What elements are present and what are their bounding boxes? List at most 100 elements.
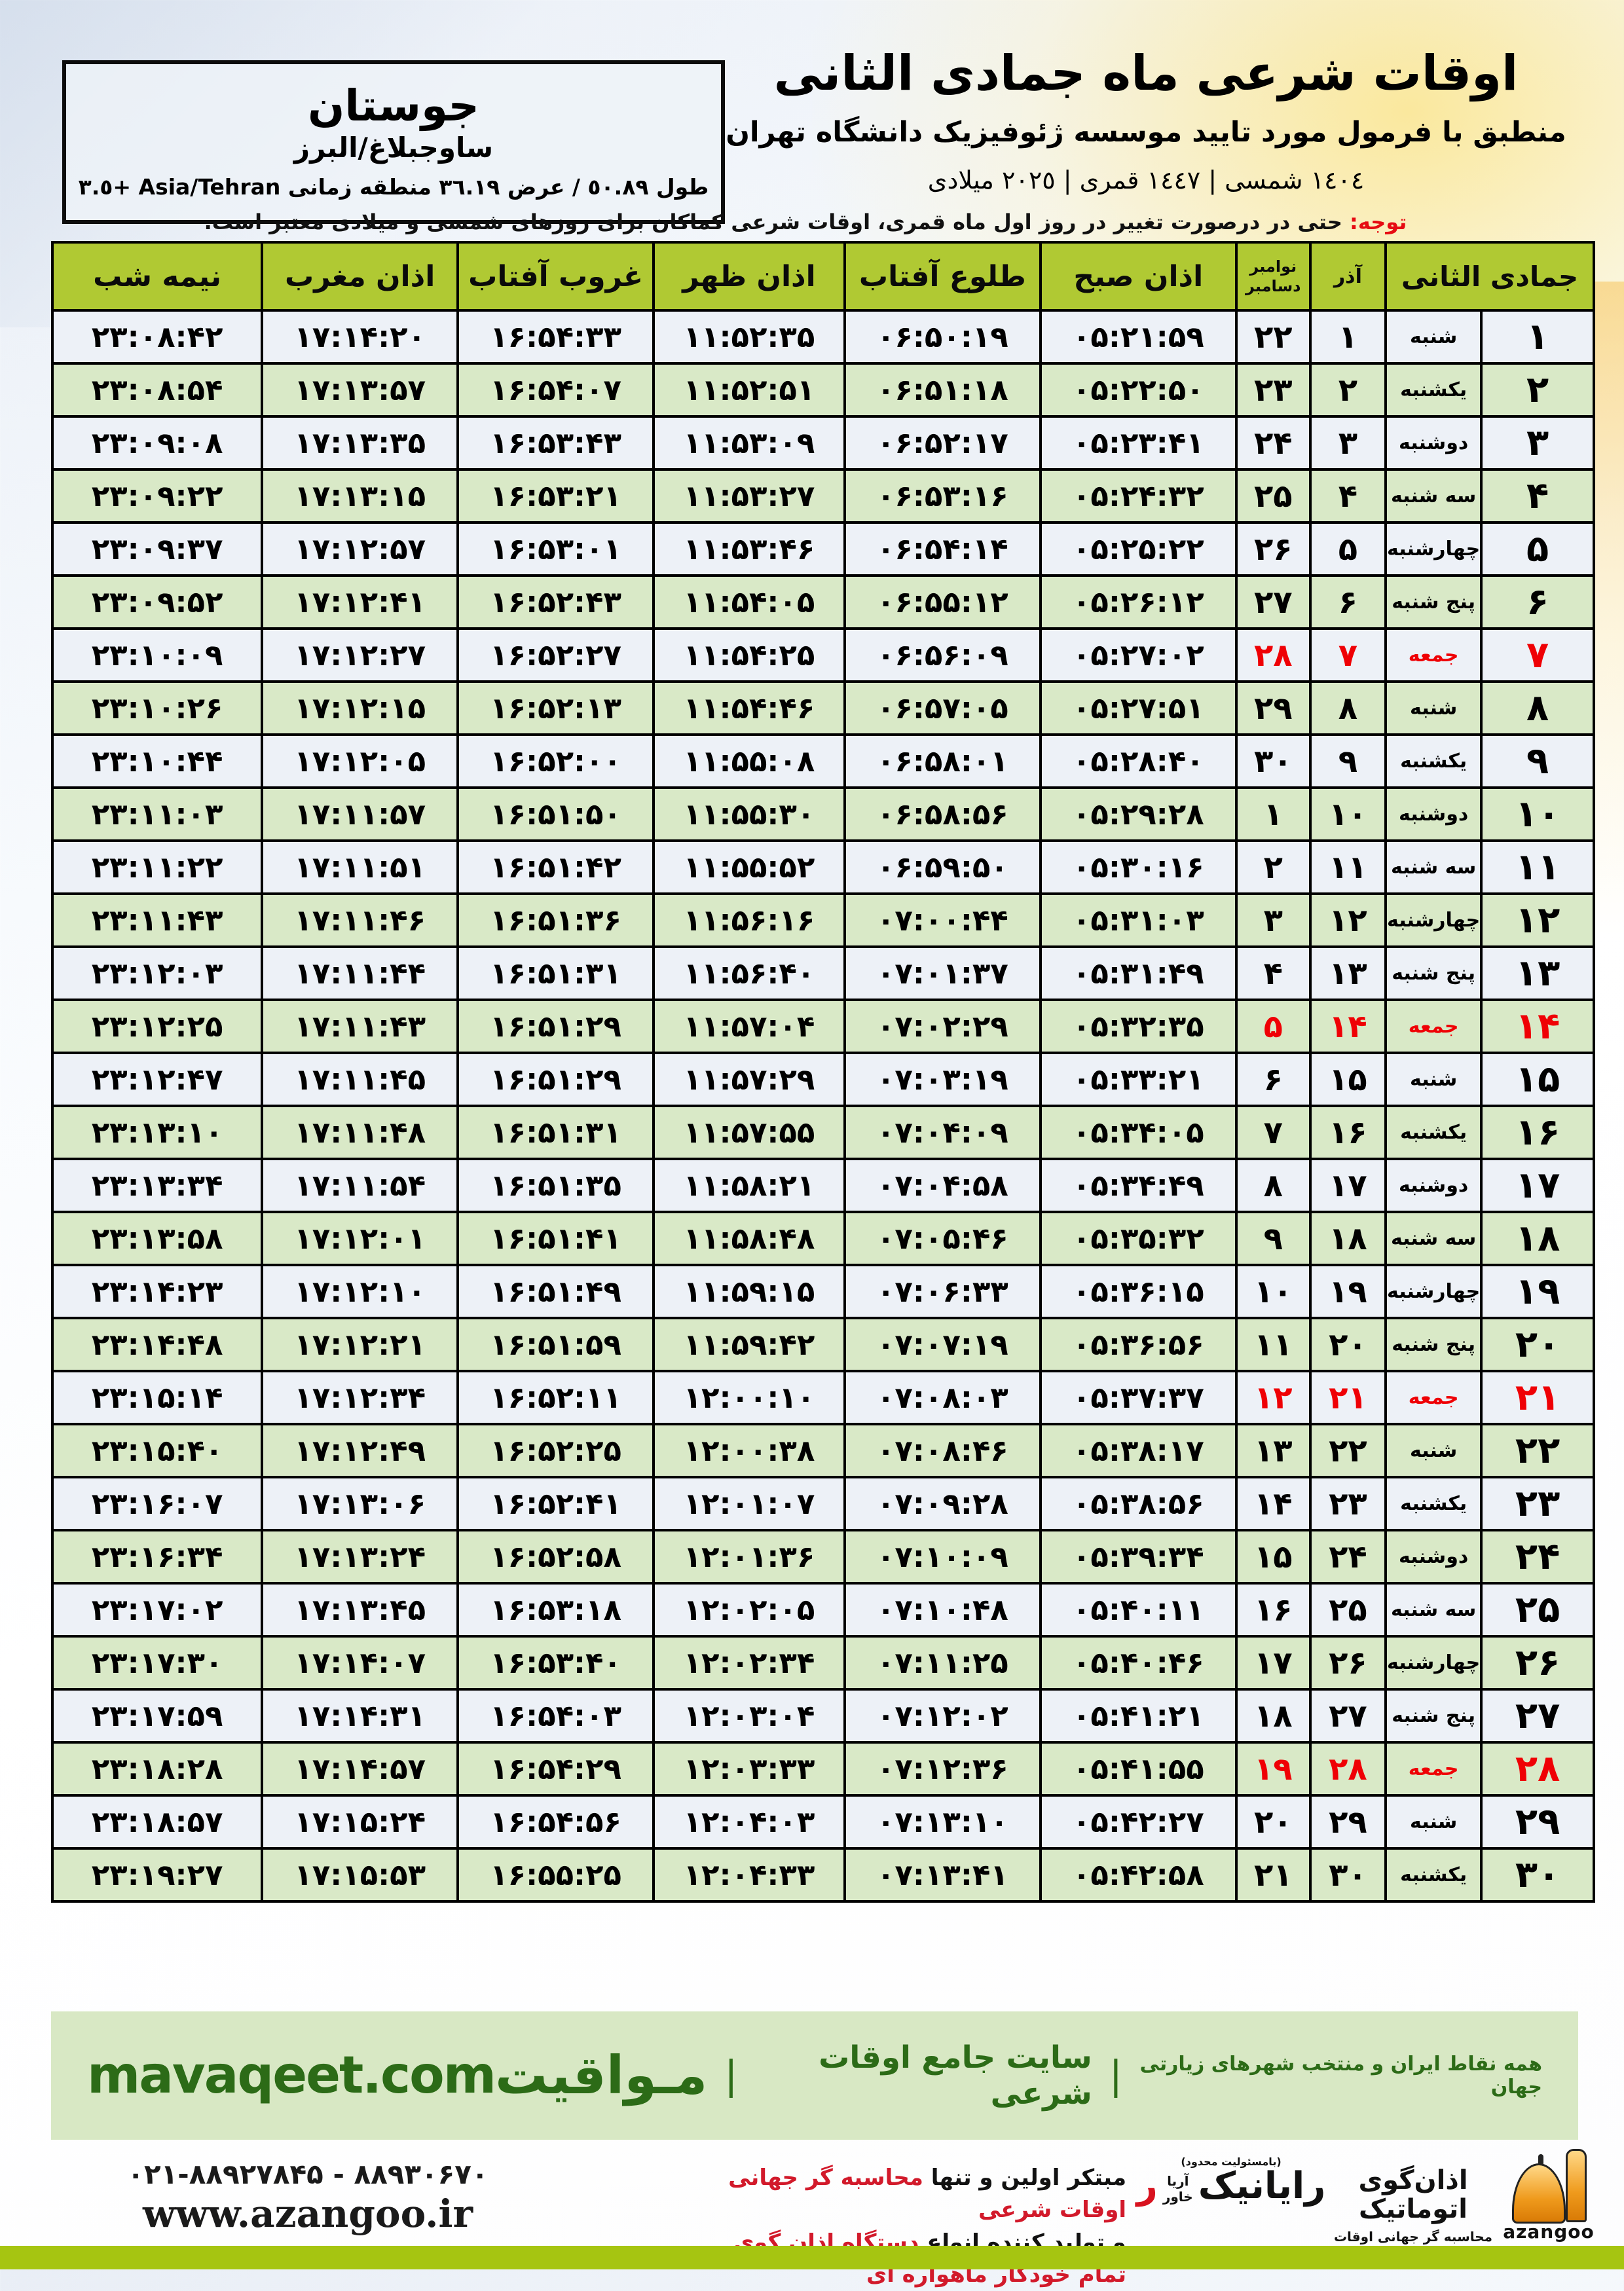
notice-line: توجه: حتی در درصورت تغییر در روز اول ماه… xyxy=(65,210,1545,234)
azangoo-icon-column: azangoo xyxy=(1503,2149,1594,2243)
cell-greg: ۲۱ xyxy=(1234,1847,1312,1903)
cell-weekday: یکشنبه xyxy=(1384,1105,1483,1160)
cell-azar: ۲۱ xyxy=(1308,1370,1388,1425)
header: اوقات شرعی ماه جمادی الثانی منطبق با فرم… xyxy=(707,45,1585,194)
cell-maghreb: ۱۷:۱۲:۰۱ xyxy=(261,1211,460,1266)
cell-day: ۱۰ xyxy=(1480,786,1595,842)
cell-tolu: ۰۶:۵۵:۱۲ xyxy=(843,574,1042,630)
cell-sobh: ۰۵:۲۷:۰۲ xyxy=(1039,627,1238,683)
cell-day: ۲۵ xyxy=(1480,1582,1595,1638)
cell-ghorub: ۱۶:۵۲:۱۳ xyxy=(456,680,655,736)
cell-day: ۲۸ xyxy=(1480,1741,1595,1797)
cell-ghorub: ۱۶:۵۱:۲۹ xyxy=(456,1052,655,1107)
rayanik-row: رایانیک آریا خاور ر xyxy=(1137,2168,1326,2205)
cell-weekday: شنبه xyxy=(1384,1794,1483,1850)
cell-greg: ۱۹ xyxy=(1234,1741,1312,1797)
cell-nimeshab: ۲۳:۰۸:۵۴ xyxy=(50,362,264,418)
cell-tolu: ۰۶:۵۸:۰۱ xyxy=(843,733,1042,789)
cell-zohr: ۱۲:۰۴:۰۳ xyxy=(652,1794,846,1850)
cell-weekday: چهارشنبه xyxy=(1384,892,1483,948)
azangoo-persian-name: اذان‌گوی اتوماتیک xyxy=(1358,2165,1468,2224)
cell-sobh: ۰۵:۳۶:۵۶ xyxy=(1039,1317,1238,1372)
cell-zohr: ۱۱:۵۵:۳۰ xyxy=(652,786,846,842)
bottom-green-strip xyxy=(0,2246,1624,2269)
table-row: ۹ یکشنبه ۹ ۳۰ ۰۵:۲۸:۴۰ ۰۶:۵۸:۰۱ ۱۱:۵۵:۰۸ ۱۶:۵۲:… xyxy=(50,733,1595,789)
cell-azar: ۲۰ xyxy=(1308,1317,1388,1372)
cell-maghreb: ۱۷:۱۱:۵۴ xyxy=(261,1158,460,1213)
cell-nimeshab: ۲۳:۱۱:۲۲ xyxy=(50,839,264,895)
cell-nimeshab: ۲۳:۱۷:۳۰ xyxy=(50,1635,264,1691)
table-row: ۱۴ جمعه ۱۴ ۵ ۰۵:۳۲:۳۵ ۰۷:۰۲:۲۹ ۱۱:۵۷:۰۴ ۱۶:۵۱:۲… xyxy=(50,999,1595,1054)
cell-maghreb: ۱۷:۱۱:۴۴ xyxy=(261,945,460,1001)
cell-weekday: شنبه xyxy=(1384,309,1483,365)
cell-tolu: ۰۶:۵۸:۵۶ xyxy=(843,786,1042,842)
column-header-sunset: غروب آفتاب xyxy=(456,241,655,312)
cell-azar: ۲۴ xyxy=(1308,1529,1388,1585)
cell-day: ۲۶ xyxy=(1480,1635,1595,1691)
cell-maghreb: ۱۷:۱۲:۲۷ xyxy=(261,627,460,683)
phone-numbers: ۰۲۱-۸۸۹۲۷۸۴۵ - ۸۸۹۳۰۶۷۰ xyxy=(127,2158,489,2190)
cell-sobh: ۰۵:۳۲:۳۵ xyxy=(1039,999,1238,1054)
cell-nimeshab: ۲۳:۱۳:۵۸ xyxy=(50,1211,264,1266)
cell-greg: ۱۷ xyxy=(1234,1635,1312,1691)
cell-maghreb: ۱۷:۱۴:۵۷ xyxy=(261,1741,460,1797)
cell-ghorub: ۱۶:۵۲:۲۵ xyxy=(456,1423,655,1478)
cell-weekday: پنج شنبه xyxy=(1384,1317,1483,1372)
cell-nimeshab: ۲۳:۱۷:۰۲ xyxy=(50,1582,264,1638)
table-row: ۲۶ چهارشنبه ۲۶ ۱۷ ۰۵:۴۰:۴۶ ۰۷:۱۱:۲۵ ۱۲:۰۲:۳۴ ۱۶… xyxy=(50,1635,1595,1691)
cell-zohr: ۱۱:۵۵:۰۸ xyxy=(652,733,846,789)
cell-azar: ۴ xyxy=(1308,468,1388,524)
cell-maghreb: ۱۷:۱۲:۱۰ xyxy=(261,1264,460,1319)
cell-ghorub: ۱۶:۵۲:۱۱ xyxy=(456,1370,655,1425)
cell-tolu: ۰۶:۵۲:۱۷ xyxy=(843,415,1042,471)
cell-sobh: ۰۵:۳۴:۴۹ xyxy=(1039,1158,1238,1213)
cell-maghreb: ۱۷:۱۴:۲۰ xyxy=(261,309,460,365)
cell-greg: ۲۹ xyxy=(1234,680,1312,736)
cell-tolu: ۰۷:۰۴:۵۸ xyxy=(843,1158,1042,1213)
cell-maghreb: ۱۷:۱۳:۲۴ xyxy=(261,1529,460,1585)
location-region: ساوجبلاغ/البرز xyxy=(293,132,494,164)
cell-zohr: ۱۱:۵۴:۲۵ xyxy=(652,627,846,683)
table-row: ۲۲ شنبه ۲۲ ۱۳ ۰۵:۳۸:۱۷ ۰۷:۰۸:۴۶ ۱۲:۰۰:۳۸ ۱۶:۵۲:… xyxy=(50,1423,1595,1478)
cell-day: ۳ xyxy=(1480,415,1595,471)
table-row: ۲۵ سه شنبه ۲۵ ۱۶ ۰۵:۴۰:۱۱ ۰۷:۱۰:۴۸ ۱۲:۰۲:۰۵ ۱۶:… xyxy=(50,1582,1595,1638)
cell-sobh: ۰۵:۴۲:۲۷ xyxy=(1039,1794,1238,1850)
cell-tolu: ۰۷:۱۰:۴۸ xyxy=(843,1582,1042,1638)
cell-zohr: ۱۱:۵۵:۵۲ xyxy=(652,839,846,895)
cell-greg: ۱۰ xyxy=(1234,1264,1312,1319)
cell-weekday: سه شنبه xyxy=(1384,1211,1483,1266)
cell-ghorub: ۱۶:۵۱:۴۹ xyxy=(456,1264,655,1319)
cell-zohr: ۱۲:۰۰:۱۰ xyxy=(652,1370,846,1425)
cell-tolu: ۰۷:۱۰:۰۹ xyxy=(843,1529,1042,1585)
column-header-maghrib: اذان مغرب xyxy=(261,241,460,312)
rayanik-sub2: خاور xyxy=(1162,2189,1193,2205)
cell-weekday: جمعه xyxy=(1384,999,1483,1054)
cell-ghorub: ۱۶:۵۴:۲۹ xyxy=(456,1741,655,1797)
cell-sobh: ۰۵:۳۸:۵۶ xyxy=(1039,1476,1238,1531)
cell-greg: ۵ xyxy=(1234,999,1312,1054)
column-header-month: جمادی الثانی xyxy=(1384,241,1595,312)
cell-zohr: ۱۱:۵۳:۰۹ xyxy=(652,415,846,471)
cell-greg: ۲۳ xyxy=(1234,362,1312,418)
separator: | xyxy=(724,2053,738,2099)
cell-weekday: سه شنبه xyxy=(1384,468,1483,524)
cell-maghreb: ۱۷:۱۳:۴۵ xyxy=(261,1582,460,1638)
cell-nimeshab: ۲۳:۱۱:۰۳ xyxy=(50,786,264,842)
cell-weekday: دوشنبه xyxy=(1384,415,1483,471)
cell-day: ۲۴ xyxy=(1480,1529,1595,1585)
table-row: ۲۳ یکشنبه ۲۳ ۱۴ ۰۵:۳۸:۵۶ ۰۷:۰۹:۲۸ ۱۲:۰۱:۰۷ ۱۶:۵… xyxy=(50,1476,1595,1531)
cell-sobh: ۰۵:۳۴:۰۵ xyxy=(1039,1105,1238,1160)
column-header-azar: آذر xyxy=(1308,241,1388,312)
table-row: ۶ پنج شنبه ۶ ۲۷ ۰۵:۲۶:۱۲ ۰۶:۵۵:۱۲ ۱۱:۵۴:۰۵ ۱۶:۵… xyxy=(50,574,1595,630)
table-row: ۳ دوشنبه ۳ ۲۴ ۰۵:۲۳:۴۱ ۰۶:۵۲:۱۷ ۱۱:۵۳:۰۹ ۱۶:۵۳:… xyxy=(50,415,1595,471)
cell-zohr: ۱۲:۰۱:۰۷ xyxy=(652,1476,846,1531)
table-row: ۱۱ سه شنبه ۱۱ ۲ ۰۵:۳۰:۱۶ ۰۶:۵۹:۵۰ ۱۱:۵۵:۵۲ ۱۶:۵… xyxy=(50,839,1595,895)
azangoo-url: www.azangoo.ir xyxy=(142,2191,473,2236)
cell-zohr: ۱۲:۰۰:۳۸ xyxy=(652,1423,846,1478)
cell-azar: ۲۹ xyxy=(1308,1794,1388,1850)
cell-day: ۴ xyxy=(1480,468,1595,524)
cell-sobh: ۰۵:۲۷:۵۱ xyxy=(1039,680,1238,736)
cell-greg: ۲۸ xyxy=(1234,627,1312,683)
cell-azar: ۳ xyxy=(1308,415,1388,471)
cell-greg: ۱۳ xyxy=(1234,1423,1312,1478)
